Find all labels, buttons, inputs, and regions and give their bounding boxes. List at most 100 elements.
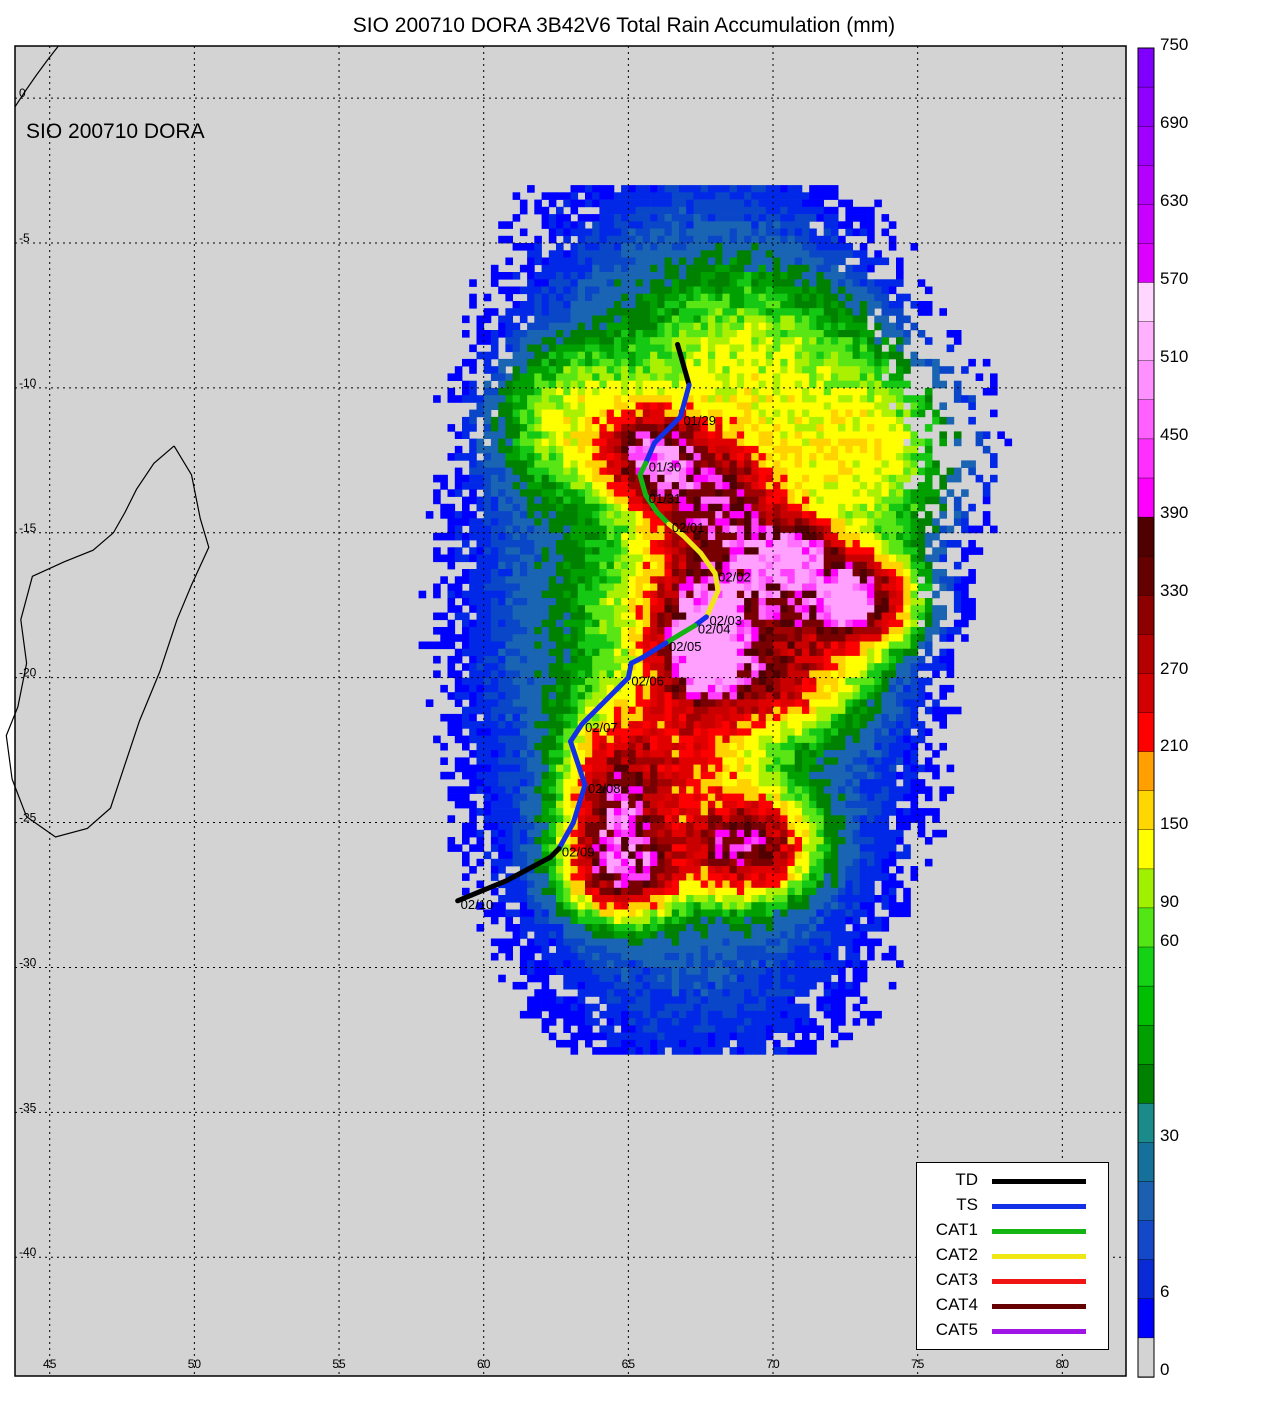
track-segment: [703, 588, 721, 620]
colorbar-swatch: [1137, 673, 1155, 714]
track-date-label: 01/31: [649, 491, 682, 506]
track-segment: [568, 738, 588, 788]
colorbar-label: 210: [1160, 736, 1188, 755]
track-date-label: 01/30: [649, 459, 682, 474]
colorbar-swatch: [1137, 438, 1155, 479]
track-segment: [504, 854, 553, 884]
colorbar-swatch: [1137, 516, 1155, 557]
colorbar-label: 0: [1160, 1360, 1169, 1379]
track-segment: [651, 414, 683, 446]
colorbar-label: 270: [1160, 659, 1188, 678]
legend-item-cat3: CAT3: [917, 1269, 1108, 1294]
colorbar-swatch: [1137, 125, 1155, 166]
colorbar-swatch: [1137, 1337, 1155, 1378]
colorbar-swatch: [1137, 1064, 1155, 1105]
legend-label: CAT5: [935, 1320, 978, 1339]
colorbar-label: 510: [1160, 347, 1188, 366]
track-segment: [596, 675, 631, 710]
track-segment: [568, 721, 585, 744]
colorbar-swatch: [1137, 477, 1155, 518]
track-date-label: 02/04: [698, 622, 731, 637]
legend-item-td: TD: [917, 1169, 1108, 1194]
lon-tick-label: 70: [766, 1357, 780, 1371]
lon-tick-label: 65: [622, 1357, 636, 1371]
legend-label: TD: [955, 1170, 978, 1189]
track-segment: [455, 878, 510, 904]
colorbar-swatch: [1137, 1181, 1155, 1222]
track-date-label: 02/10: [461, 897, 494, 912]
colorbar-label: 630: [1160, 191, 1188, 210]
track-segment: [643, 440, 657, 466]
legend-label: CAT1: [935, 1220, 978, 1239]
track-segment: [637, 472, 649, 498]
track-segment: [640, 640, 669, 660]
colorbar-label: 90: [1160, 892, 1179, 911]
track-date-label: 02/02: [718, 569, 751, 584]
track-segment: [680, 533, 704, 556]
lon-tick-label: 80: [1056, 1357, 1070, 1371]
legend-label: CAT2: [935, 1245, 978, 1264]
legend-line: [992, 1254, 1086, 1259]
colorbar-swatch: [1137, 1103, 1155, 1144]
track-segment: [675, 341, 692, 388]
colorbar-swatch: [1137, 86, 1155, 127]
lat-tick-label: -10: [19, 376, 37, 390]
colorbar-swatch: [1137, 282, 1155, 323]
colorbar-swatch: [1137, 321, 1155, 362]
track-segment: [556, 820, 576, 852]
lat-tick-label: -35: [19, 1100, 37, 1114]
track-segment: [643, 492, 660, 516]
colorbar-swatch: [1137, 712, 1155, 753]
coastline: [5, 445, 210, 838]
colorbar-swatch: [1137, 751, 1155, 792]
track-date-label: 02/06: [631, 674, 664, 689]
coastline-africa: [14, 45, 59, 108]
colorbar-swatch: [1137, 985, 1155, 1026]
legend-label: CAT4: [935, 1295, 978, 1314]
map-frame: [14, 45, 1127, 1377]
colorbar-swatch: [1137, 1298, 1155, 1339]
colorbar-label: 30: [1160, 1126, 1179, 1145]
lon-tick-label: 50: [188, 1357, 202, 1371]
colorbar-swatch: [1137, 204, 1155, 245]
storm-label: SIO 200710 DORA: [26, 120, 205, 143]
colorbar-label: 60: [1160, 931, 1179, 950]
colorbar-swatch: [1137, 399, 1155, 440]
track-date-label: 02/09: [562, 845, 595, 860]
track-date-label: 02/07: [585, 720, 618, 735]
track-segment: [663, 623, 698, 646]
colorbar-swatch: [1137, 165, 1155, 206]
colorbar-label: 6: [1160, 1282, 1169, 1301]
colorbar-label: 690: [1160, 113, 1188, 132]
colorbar-swatch: [1137, 1142, 1155, 1183]
track-date-label: 02/08: [588, 781, 621, 796]
chart-title: SIO 200710 DORA 3B42V6 Total Rain Accumu…: [352, 14, 896, 37]
legend-line: [992, 1179, 1086, 1184]
colorbar-label: 570: [1160, 269, 1188, 288]
legend-item-cat1: CAT1: [917, 1219, 1108, 1244]
colorbar-label: 390: [1160, 503, 1188, 522]
colorbar-label: 450: [1160, 425, 1188, 444]
colorbar-swatch: [1137, 1220, 1155, 1261]
colorbar-swatch: [1137, 47, 1155, 88]
lon-tick-label: 60: [477, 1357, 491, 1371]
track-date-label: 02/03: [709, 613, 742, 628]
colorbar-label: 150: [1160, 814, 1188, 833]
colorbar-swatch: [1137, 595, 1155, 636]
colorbar-swatch: [1137, 1259, 1155, 1300]
colorbar-swatch: [1137, 946, 1155, 987]
colorbar-swatch: [1137, 243, 1155, 284]
colorbar-label: 750: [1160, 35, 1188, 54]
colorbar-swatch: [1137, 907, 1155, 948]
colorbar-swatch: [1137, 360, 1155, 401]
lat-tick-label: -5: [19, 231, 30, 245]
legend-line: [992, 1229, 1086, 1234]
lon-tick-label: 45: [43, 1357, 57, 1371]
legend-label: TS: [956, 1195, 978, 1214]
lat-tick-label: 0: [19, 86, 26, 100]
track-segment: [654, 510, 672, 527]
lon-tick-label: 55: [332, 1357, 346, 1371]
